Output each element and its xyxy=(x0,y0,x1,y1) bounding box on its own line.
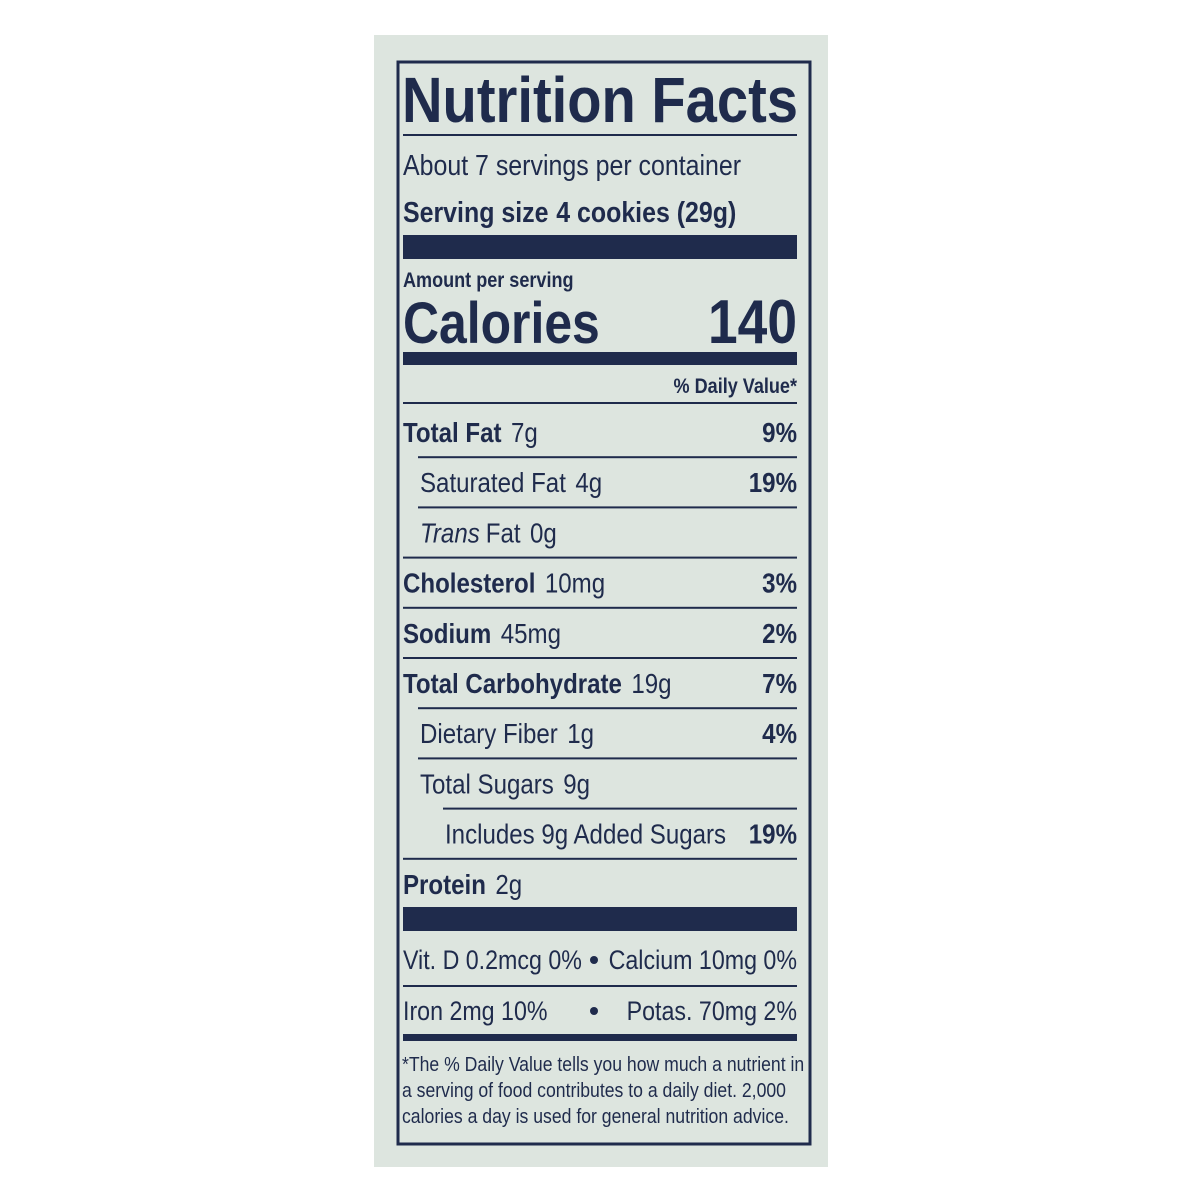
vitamin-left: Vit. D 0.2mcg 0% xyxy=(403,945,582,975)
nutrient-name: Includes 9g Added Sugars xyxy=(445,818,726,850)
nutrient-name: Total Carbohydrate xyxy=(403,667,622,699)
nutrient-amount: 45mg xyxy=(501,617,561,649)
serving-size-label: Serving size xyxy=(403,196,548,228)
vitamin-right: Potas. 70mg 2% xyxy=(627,996,797,1026)
nutrient-dv: 2% xyxy=(762,617,797,649)
nutrient-amount: 7g xyxy=(511,416,538,448)
nutrient-row: Sodium 45mg xyxy=(403,617,561,649)
label-content: Nutrition Facts About 7 servings per cont… xyxy=(402,64,804,1128)
rule xyxy=(403,352,797,365)
title: Nutrition Facts xyxy=(402,64,798,136)
footnote-line: *The % Daily Value tells you how much a … xyxy=(402,1054,804,1077)
nutrient-row: Protein 2g xyxy=(403,868,522,900)
nutrient-amount: 0g xyxy=(530,517,557,549)
nutrient-row: Total Fat 7g xyxy=(403,416,538,448)
vitamin-right: Calcium 10mg 0% xyxy=(609,945,797,975)
nutrient-dv: 19% xyxy=(749,466,797,498)
rule xyxy=(403,985,797,987)
nutrient-row: Trans Fat 0g xyxy=(420,517,557,549)
footnote-line: calories a day is used for general nutri… xyxy=(402,1106,789,1129)
serving-size-value: 4 cookies (29g) xyxy=(556,196,736,228)
rule xyxy=(418,506,797,509)
nutrient-name: Sodium xyxy=(403,617,491,649)
rule xyxy=(418,707,797,710)
serving-size: Serving size 4 cookies (29g) xyxy=(403,196,736,228)
rule xyxy=(403,402,797,404)
nutrient-amount: 9g xyxy=(563,768,590,800)
amount-per-serving: Amount per serving xyxy=(403,269,574,293)
bullet xyxy=(590,1007,598,1015)
rule xyxy=(403,556,797,559)
nutrient-amount: 1g xyxy=(567,717,594,749)
rule xyxy=(418,456,797,459)
footnote-line: a serving of food contributes to a daily… xyxy=(402,1080,786,1103)
rule xyxy=(403,1034,797,1041)
vitamin-left: Iron 2mg 10% xyxy=(403,996,548,1026)
bullet xyxy=(590,956,598,964)
nutrient-name: Saturated Fat xyxy=(420,466,567,498)
rule xyxy=(403,657,797,659)
rule xyxy=(403,606,797,609)
nutrient-amount: 4g xyxy=(575,466,602,498)
nutrient-dv: 19% xyxy=(749,818,797,850)
nutrient-amount: 2g xyxy=(495,868,522,900)
calories-value: 140 xyxy=(708,288,797,357)
nutrient-amount: 10mg xyxy=(545,567,605,599)
nutrient-row: Dietary Fiber 1g xyxy=(420,717,594,749)
label-border xyxy=(396,60,812,1146)
rule xyxy=(403,907,797,931)
nutrient-name: Fat xyxy=(486,517,521,549)
nutrient-dv: 9% xyxy=(762,416,797,448)
nutrient-name: Cholesterol xyxy=(403,567,535,599)
rule xyxy=(418,757,797,760)
nutrient-dv: 7% xyxy=(762,667,797,699)
nutrient-row: Total Carbohydrate 19g xyxy=(403,667,672,699)
nutrient-dv: 3% xyxy=(762,567,797,599)
nutrient-row: Cholesterol 10mg xyxy=(403,567,605,599)
package-panel xyxy=(374,35,828,1167)
nutrient-row: Total Sugars 9g xyxy=(420,768,590,800)
nutrient-row: Saturated Fat 4g xyxy=(420,466,602,498)
nutrient-name-italic: Trans xyxy=(420,517,480,549)
calories-label: Calories xyxy=(403,292,600,356)
nutrient-name: Dietary Fiber xyxy=(420,717,558,749)
rule xyxy=(403,235,797,259)
nutrient-name: Total Sugars xyxy=(420,768,554,800)
nutrient-row: Includes 9g Added Sugars xyxy=(445,818,726,850)
servings-per-container: About 7 servings per container xyxy=(403,149,741,181)
nutrient-name: Protein xyxy=(403,868,486,900)
nutrient-dv: 4% xyxy=(762,717,797,749)
daily-value-heading: % Daily Value* xyxy=(674,375,798,399)
nutrient-amount: 19g xyxy=(631,667,671,699)
rule xyxy=(443,807,797,810)
rule xyxy=(403,134,797,136)
rule xyxy=(403,857,797,860)
nutrient-name: Total Fat xyxy=(403,416,502,448)
